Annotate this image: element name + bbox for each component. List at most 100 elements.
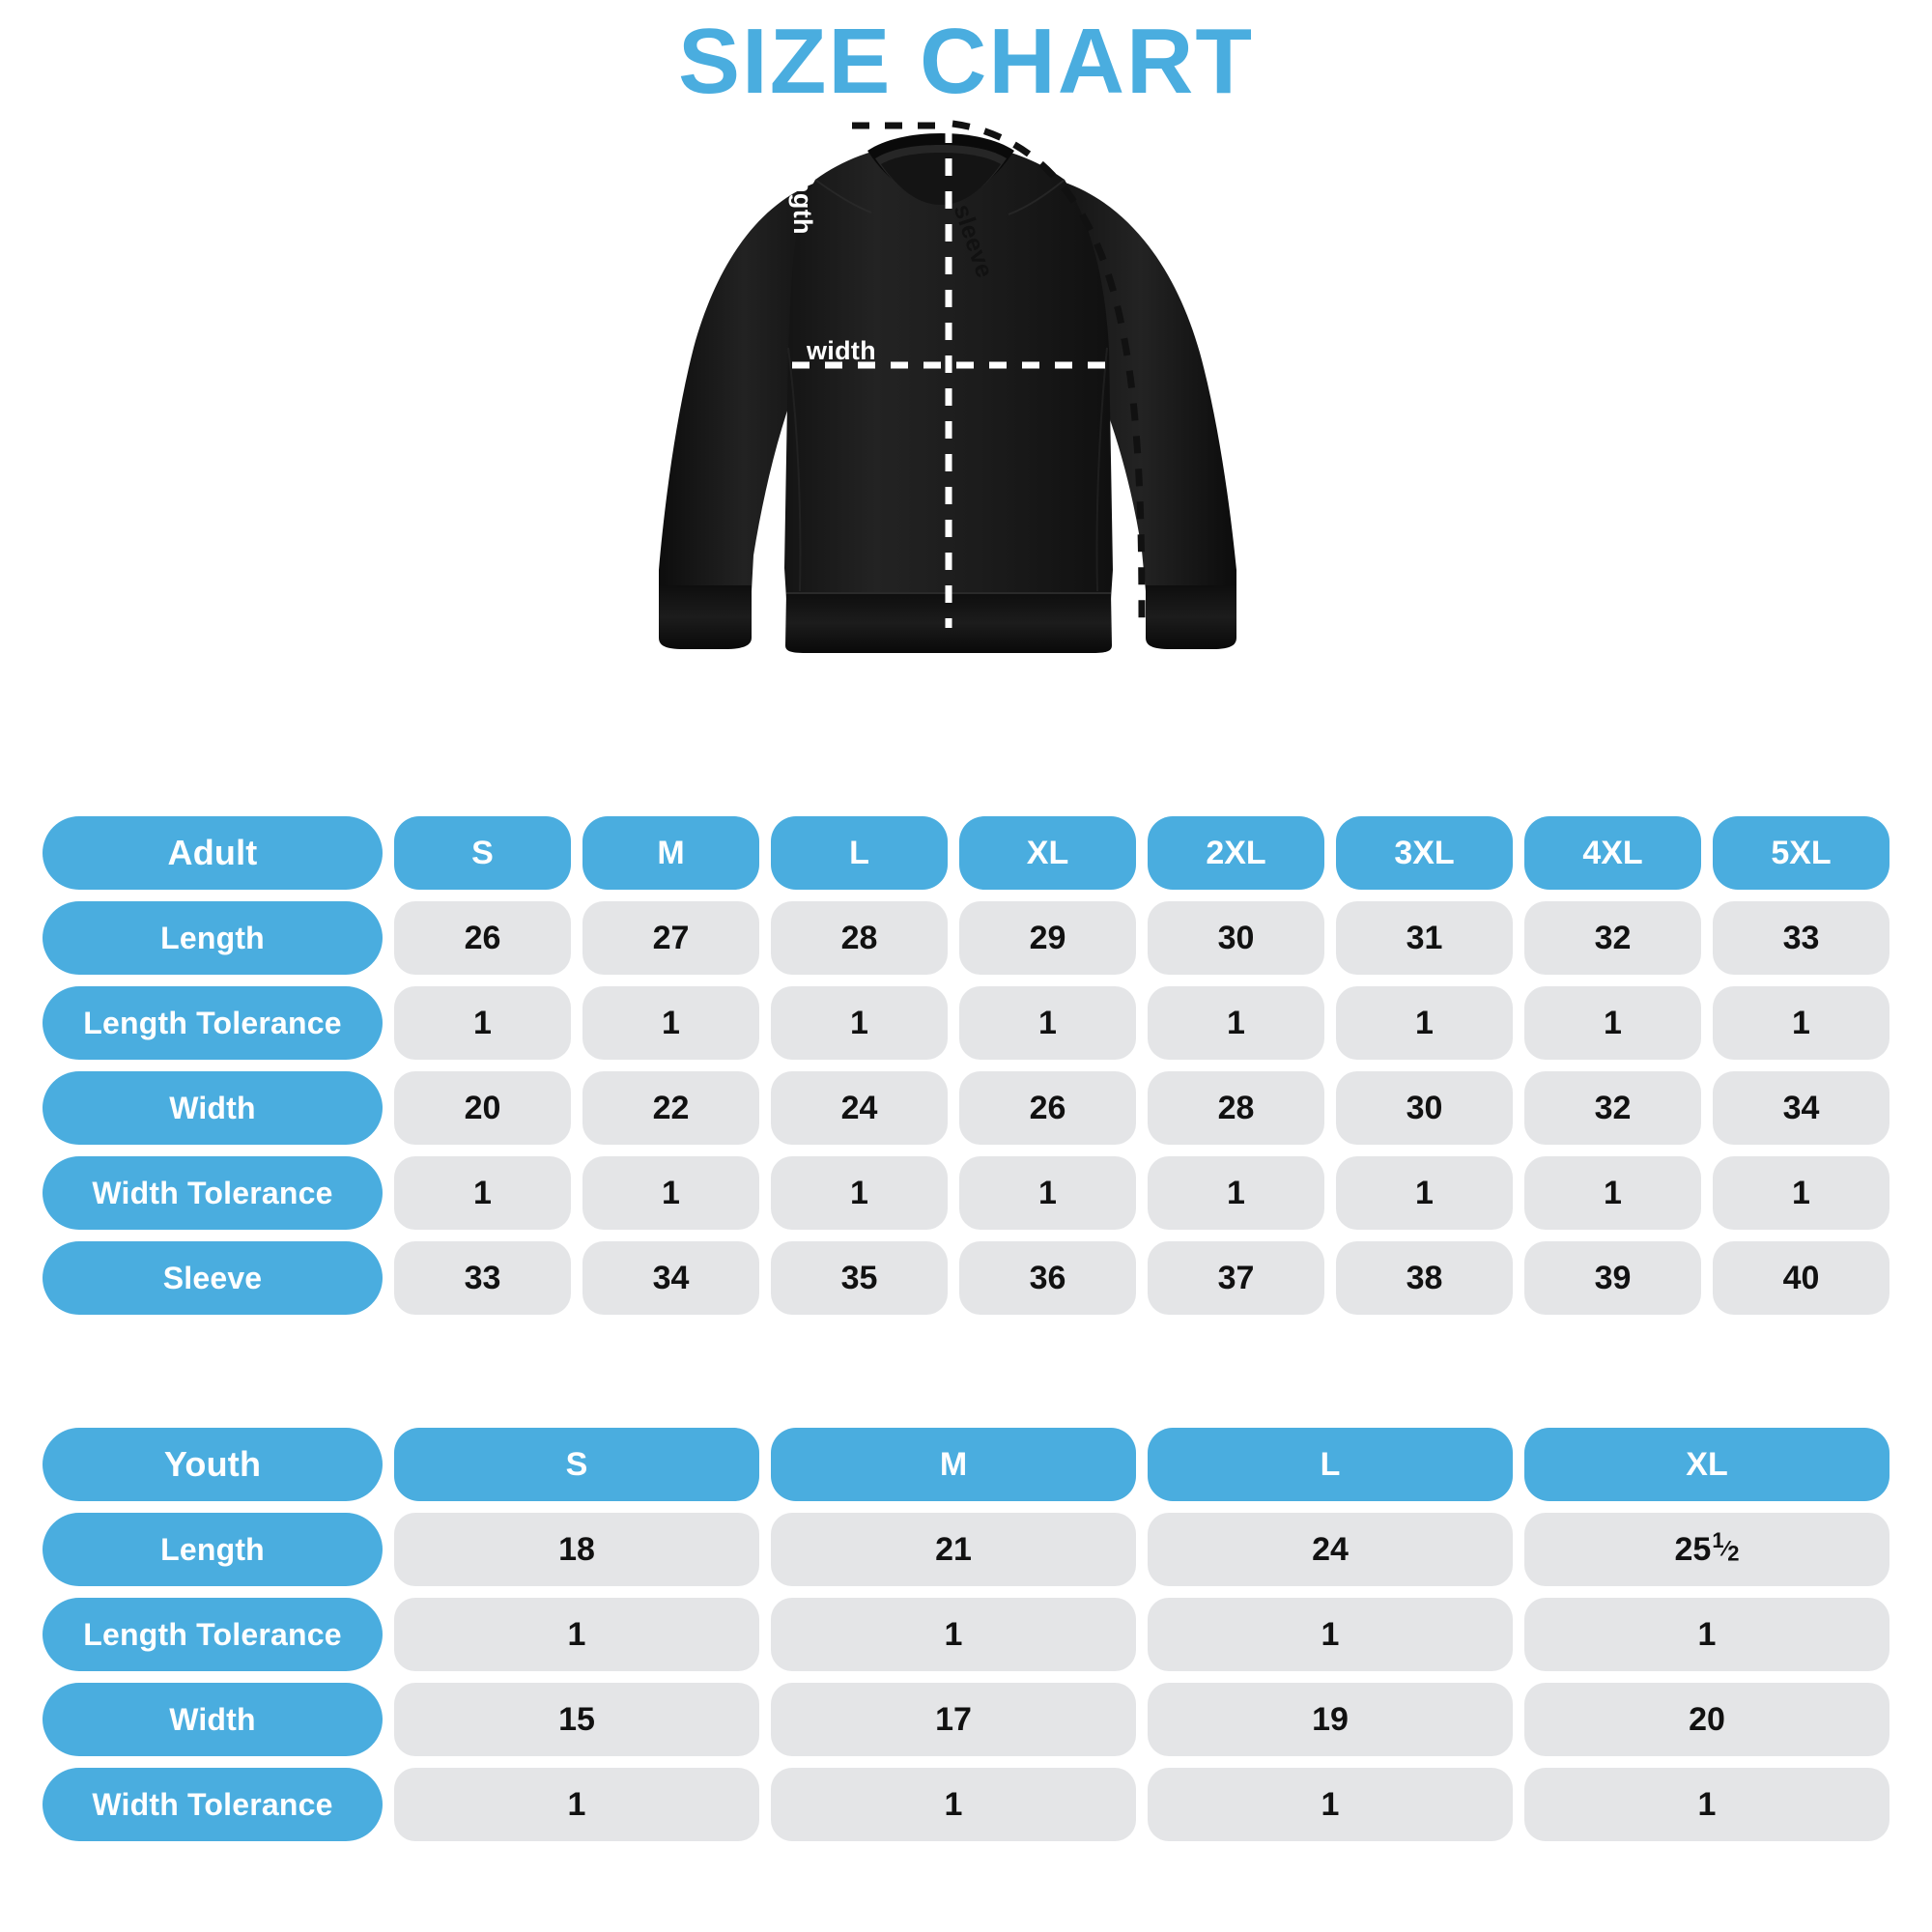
table-cell: 25 1⁄2 — [1524, 1513, 1889, 1586]
table-cell: 1 — [771, 1768, 1136, 1841]
adult-header-row: Adult S M L XL 2XL 3XL 4XL 5XL — [43, 816, 1889, 890]
table-row-cells: 18 21 24 25 1⁄2 — [394, 1513, 1889, 1586]
table-row-cells: 20 22 24 26 28 30 32 34 — [394, 1071, 1889, 1145]
table-cell: 21 — [771, 1513, 1136, 1586]
table-cell: 15 — [394, 1683, 759, 1756]
adult-header-label: Adult — [43, 816, 383, 890]
table-cell: 28 — [1148, 1071, 1324, 1145]
table-cell: 34 — [582, 1241, 759, 1315]
table-cell: 1 — [1148, 1156, 1324, 1230]
table-cell: 1 — [1713, 986, 1889, 1060]
table-cell: 1 — [1148, 986, 1324, 1060]
adult-row-label-width-tolerance: Width Tolerance — [43, 1156, 383, 1230]
table-cell: 33 — [1713, 901, 1889, 975]
table-cell: 1 — [1713, 1156, 1889, 1230]
width-measure-label: width — [807, 336, 876, 365]
adult-column-header-xl: XL — [959, 816, 1136, 890]
table-cell: 1 — [959, 986, 1136, 1060]
table-cell: 35 — [771, 1241, 948, 1315]
adult-size-table: Adult S M L XL 2XL 3XL 4XL 5XL Length 26 27 28 29 30 31… — [43, 816, 1889, 1315]
table-cell: 31 — [1336, 901, 1513, 975]
adult-row-label-width: Width — [43, 1071, 383, 1145]
table-cell: 1 — [1524, 1156, 1701, 1230]
adult-row-label-sleeve: Sleeve — [43, 1241, 383, 1315]
table-row: Sleeve 33 34 35 36 37 38 39 40 — [43, 1241, 1889, 1315]
youth-column-header-l: L — [1148, 1428, 1513, 1501]
table-row: Length 18 21 24 25 1⁄2 — [43, 1513, 1889, 1586]
adult-column-header-l: L — [771, 816, 948, 890]
table-cell: 37 — [1148, 1241, 1324, 1315]
adult-column-header-4xl: 4XL — [1524, 816, 1701, 890]
table-cell: 1 — [394, 1768, 759, 1841]
table-cell: 30 — [1148, 901, 1324, 975]
table-row: Width Tolerance 1 1 1 1 1 1 1 1 — [43, 1156, 1889, 1230]
sweatshirt-icon — [659, 120, 1236, 653]
table-row: Width Tolerance 1 1 1 1 — [43, 1768, 1889, 1841]
table-cell: 1 — [394, 1598, 759, 1671]
table-cell: 19 — [1148, 1683, 1513, 1756]
table-cell: 24 — [1148, 1513, 1513, 1586]
table-row-cells: 26 27 28 29 30 31 32 33 — [394, 901, 1889, 975]
table-cell: 30 — [1336, 1071, 1513, 1145]
table-cell: 1 — [582, 986, 759, 1060]
table-cell: 33 — [394, 1241, 571, 1315]
table-cell: 1 — [1336, 986, 1513, 1060]
table-cell: 17 — [771, 1683, 1136, 1756]
youth-row-label-width-tolerance: Width Tolerance — [43, 1768, 383, 1841]
table-cell: 24 — [771, 1071, 948, 1145]
youth-column-header-xl: XL — [1524, 1428, 1889, 1501]
table-cell: 1 — [771, 986, 948, 1060]
table-cell: 20 — [1524, 1683, 1889, 1756]
table-cell: 1 — [1524, 1598, 1889, 1671]
garment-illustration: width length sleeve — [609, 116, 1323, 657]
table-cell: 36 — [959, 1241, 1136, 1315]
youth-header-label: Youth — [43, 1428, 383, 1501]
adult-column-header-s: S — [394, 816, 571, 890]
youth-column-header-s: S — [394, 1428, 759, 1501]
adult-column-header-2xl: 2XL — [1148, 816, 1324, 890]
table-cell: 28 — [771, 901, 948, 975]
table-cell: 18 — [394, 1513, 759, 1586]
table-cell: 1 — [1336, 1156, 1513, 1230]
adult-column-header-5xl: 5XL — [1713, 816, 1889, 890]
table-cell: 32 — [1524, 1071, 1701, 1145]
table-cell: 1 — [1524, 1768, 1889, 1841]
youth-row-label-length: Length — [43, 1513, 383, 1586]
page-title: SIZE CHART — [678, 10, 1254, 113]
table-row: Length Tolerance 1 1 1 1 1 1 1 1 — [43, 986, 1889, 1060]
adult-row-label-length: Length — [43, 901, 383, 975]
table-cell: 40 — [1713, 1241, 1889, 1315]
table-row: Length 26 27 28 29 30 31 32 33 — [43, 901, 1889, 975]
youth-header-row: Youth S M L XL — [43, 1428, 1889, 1501]
table-cell: 1 — [959, 1156, 1136, 1230]
youth-row-label-width: Width — [43, 1683, 383, 1756]
youth-size-table: Youth S M L XL Length 18 21 24 25 1⁄2 Length Tolera… — [43, 1428, 1889, 1841]
table-row: Width 20 22 24 26 28 30 32 34 — [43, 1071, 1889, 1145]
table-cell: 32 — [1524, 901, 1701, 975]
table-cell: 1 — [582, 1156, 759, 1230]
adult-column-header-m: M — [582, 816, 759, 890]
table-row-cells: 33 34 35 36 37 38 39 40 — [394, 1241, 1889, 1315]
youth-column-header-m: M — [771, 1428, 1136, 1501]
youth-header-cells: S M L XL — [394, 1428, 1889, 1501]
table-cell: 39 — [1524, 1241, 1701, 1315]
table-cell: 1 — [394, 986, 571, 1060]
table-cell: 34 — [1713, 1071, 1889, 1145]
table-cell: 22 — [582, 1071, 759, 1145]
adult-column-header-3xl: 3XL — [1336, 816, 1513, 890]
table-cell: 38 — [1336, 1241, 1513, 1315]
table-cell: 26 — [394, 901, 571, 975]
table-cell: 26 — [959, 1071, 1136, 1145]
table-cell: 1 — [1148, 1768, 1513, 1841]
table-cell: 29 — [959, 901, 1136, 975]
table-cell: 27 — [582, 901, 759, 975]
table-cell: 1 — [1148, 1598, 1513, 1671]
table-row: Length Tolerance 1 1 1 1 — [43, 1598, 1889, 1671]
table-cell: 1 — [771, 1156, 948, 1230]
adult-header-cells: S M L XL 2XL 3XL 4XL 5XL — [394, 816, 1889, 890]
table-row-cells: 15 17 19 20 — [394, 1683, 1889, 1756]
